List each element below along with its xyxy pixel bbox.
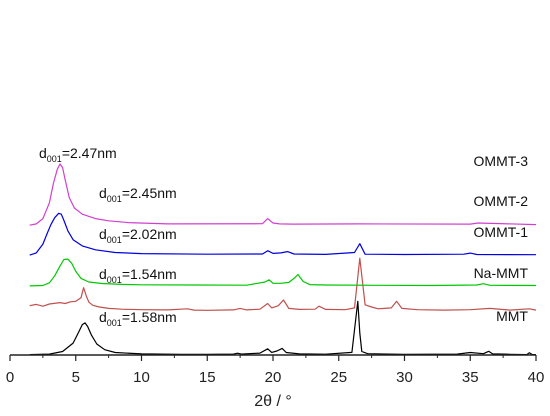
x-ticks: 0 5 10 15 20 25 30 35 40 [6, 355, 545, 386]
series-label-na-mmt: Na-MMT [474, 265, 529, 281]
series-line-ommt-3 [29, 163, 537, 226]
x-axis: 0 5 10 15 20 25 30 35 40 [6, 354, 545, 386]
d-spacing-label-ommt-3: d001=2.47nm [39, 145, 117, 164]
series-line-ommt-1 [29, 258, 537, 287]
x-tick-label: 30 [396, 369, 413, 386]
series-line-mmt [29, 300, 537, 356]
x-tick-label: 5 [72, 369, 80, 386]
d-spacing-labels-layer: d001=1.58nm d001=1.54nm d001=2.02nm d001=2.… [39, 145, 177, 328]
x-tick-label: 10 [133, 369, 150, 386]
x-tick-label: 40 [528, 369, 545, 386]
series-label-ommt-2: OMMT-2 [474, 193, 529, 209]
series-line-ommt-2 [29, 212, 537, 256]
d-spacing-label-ommt-1: d001=2.02nm [99, 226, 177, 245]
series-line-na-mmt [29, 257, 537, 311]
series-label-ommt-1: OMMT-1 [474, 224, 529, 240]
x-axis-title: 2θ / ° [254, 393, 292, 410]
x-tick-label: 35 [462, 369, 479, 386]
x-tick-label: 0 [6, 369, 14, 386]
x-tick-label: 20 [265, 369, 282, 386]
curves-layer [29, 163, 537, 356]
d-spacing-label-na-mmt: d001=1.54nm [99, 266, 177, 285]
series-label-mmt: MMT [496, 308, 528, 324]
x-tick-label: 25 [330, 369, 347, 386]
x-tick-label: 15 [199, 369, 216, 386]
series-labels-layer: MMT Na-MMT OMMT-1 OMMT-2 OMMT-3 [474, 153, 529, 324]
series-label-ommt-3: OMMT-3 [474, 153, 529, 169]
d-spacing-label-ommt-2: d001=2.45nm [99, 185, 177, 204]
d-spacing-label-mmt: d001=1.58nm [99, 309, 177, 328]
